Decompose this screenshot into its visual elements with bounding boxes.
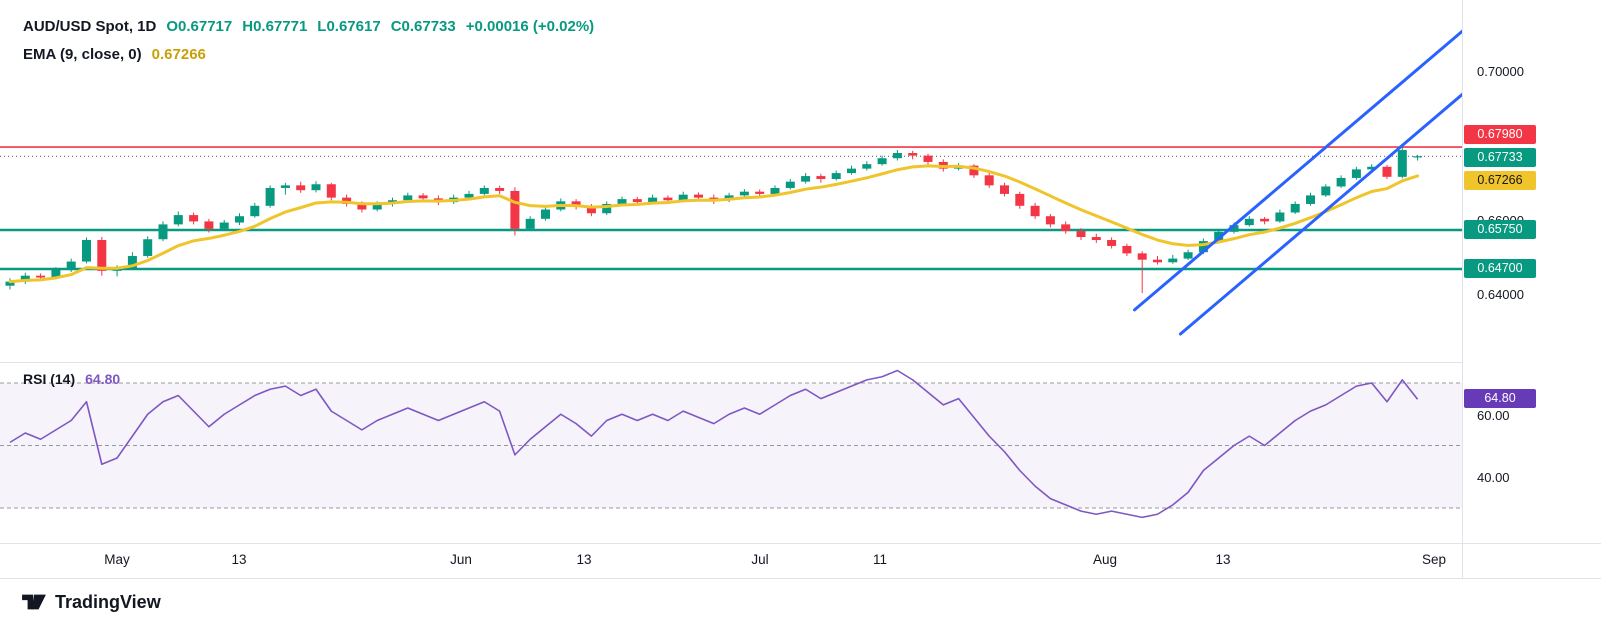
time-axis-label: 13 bbox=[231, 552, 247, 567]
rsi-axis-label: 40.00 bbox=[1477, 470, 1510, 485]
price-badge-last-price: 0.67733 bbox=[1464, 148, 1536, 167]
price-badge-resistance: 0.67980 bbox=[1464, 125, 1536, 144]
time-axis-label: Aug bbox=[1092, 552, 1118, 567]
price-badge-support-1: 0.65750 bbox=[1464, 220, 1536, 239]
ohlc-high: H0.67771 bbox=[242, 18, 308, 35]
ema-legend: EMA (9, close, 0) 0.67266 bbox=[23, 46, 206, 63]
tradingview-logo-icon bbox=[22, 594, 46, 610]
ema-value: 0.67266 bbox=[151, 46, 206, 63]
ohlc-open: O0.67717 bbox=[166, 18, 233, 35]
change-value: +0.00016 (+0.02%) bbox=[465, 18, 595, 35]
time-axis-label: Jun bbox=[450, 552, 472, 567]
symbol-title: AUD/USD Spot, 1D bbox=[23, 18, 157, 35]
price-badge-ema: 0.67266 bbox=[1464, 171, 1536, 190]
symbol-legend: AUD/USD Spot, 1D O0.67717 H0.67771 L0.67… bbox=[23, 18, 594, 35]
price-axis-label: 0.64000 bbox=[1477, 287, 1524, 302]
rsi-axis-label: 60.00 bbox=[1477, 408, 1510, 423]
footer-brand[interactable]: TradingView bbox=[21, 591, 161, 613]
rsi-label: RSI (14) bbox=[23, 371, 76, 387]
ohlc-low: L0.67617 bbox=[317, 18, 381, 35]
price-chart-canvas[interactable] bbox=[0, 0, 1601, 580]
brand-name: TradingView bbox=[55, 591, 161, 612]
time-axis-label: Sep bbox=[1421, 552, 1447, 567]
time-axis-label: May bbox=[104, 552, 130, 567]
ema-label: EMA (9, close, 0) bbox=[23, 46, 142, 63]
time-axis-label: 11 bbox=[872, 552, 888, 567]
price-badge-support-2: 0.64700 bbox=[1464, 259, 1536, 278]
ohlc-close: C0.67733 bbox=[390, 18, 456, 35]
rsi-legend: RSI (14) 64.80 bbox=[23, 371, 120, 387]
rsi-badge-value: 64.80 bbox=[1464, 389, 1536, 408]
rsi-value: 64.80 bbox=[85, 371, 121, 387]
price-axis-label: 0.70000 bbox=[1477, 64, 1524, 79]
time-axis-label: 13 bbox=[576, 552, 592, 567]
time-axis-label: Jul bbox=[751, 552, 769, 567]
time-axis-label: 13 bbox=[1215, 552, 1231, 567]
